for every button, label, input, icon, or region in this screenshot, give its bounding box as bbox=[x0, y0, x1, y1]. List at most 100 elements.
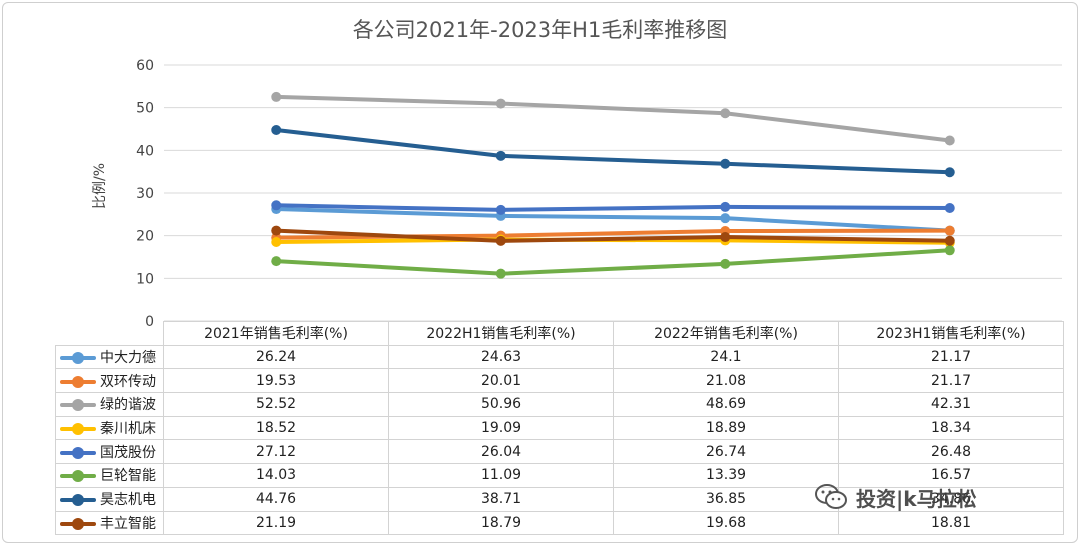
data-point bbox=[271, 236, 282, 247]
table-cell: 44.76 bbox=[163, 486, 389, 512]
category-label: 2023H1销售毛利率(%) bbox=[838, 321, 1064, 346]
table-cell: 21.17 bbox=[838, 368, 1064, 394]
series-line bbox=[274, 207, 952, 233]
legend-dot bbox=[72, 399, 84, 412]
table-cell: 21.19 bbox=[163, 510, 389, 536]
series-name: 国茂股份 bbox=[100, 444, 156, 461]
data-point bbox=[495, 150, 506, 161]
table-cell: 19.53 bbox=[163, 368, 389, 394]
y-tick-label: 50 bbox=[136, 101, 154, 117]
data-point bbox=[720, 201, 731, 212]
table-cell: 24.63 bbox=[388, 344, 614, 370]
data-point bbox=[271, 91, 282, 102]
table-row: 秦川机床 18.52 19.09 18.89 18.34 bbox=[55, 415, 1064, 441]
data-point bbox=[944, 235, 955, 246]
legend-dot bbox=[72, 423, 84, 436]
series-line bbox=[274, 128, 952, 175]
series-5 bbox=[271, 245, 955, 279]
series-4 bbox=[271, 200, 955, 215]
legend-entry: 巨轮智能 bbox=[55, 463, 164, 488]
series-name: 秦川机床 bbox=[100, 421, 156, 438]
legend-dot bbox=[72, 494, 84, 507]
table-row: 昊志机电 44.76 38.71 36.85 34.86 bbox=[55, 486, 1064, 512]
data-point bbox=[495, 268, 506, 279]
legend-marker bbox=[60, 352, 96, 365]
y-tick-label: 30 bbox=[136, 186, 154, 202]
data-point bbox=[720, 108, 731, 119]
legend-dot bbox=[72, 352, 84, 365]
table-row: 绿的谐波 52.52 50.96 48.69 42.31 bbox=[55, 392, 1064, 417]
table-cell: 50.96 bbox=[388, 392, 614, 417]
data-point bbox=[495, 98, 506, 109]
data-point bbox=[271, 225, 282, 236]
series-6 bbox=[271, 125, 955, 178]
legend-dot bbox=[72, 470, 84, 483]
data-point bbox=[944, 135, 955, 146]
series-line bbox=[274, 94, 952, 143]
series-name: 中大力德 bbox=[100, 350, 156, 367]
series-name: 巨轮智能 bbox=[100, 468, 156, 485]
table-cell: 16.57 bbox=[838, 463, 1064, 488]
category-label: 2022年销售毛利率(%) bbox=[613, 321, 839, 346]
table-corner-cell bbox=[55, 321, 164, 346]
series-line bbox=[274, 228, 952, 243]
y-axis-label: 比例/% bbox=[92, 163, 108, 209]
legend-marker bbox=[60, 470, 96, 483]
data-point bbox=[271, 200, 282, 211]
table-cell: 26.74 bbox=[613, 439, 839, 465]
series-line bbox=[274, 248, 952, 276]
table-cell: 38.71 bbox=[388, 486, 614, 512]
legend-marker bbox=[60, 517, 96, 530]
category-label: 2021年销售毛利率(%) bbox=[163, 321, 389, 346]
table-cell: 26.04 bbox=[388, 439, 614, 465]
series-name: 双环传动 bbox=[100, 373, 156, 390]
legend-marker bbox=[60, 375, 96, 388]
series-7 bbox=[271, 225, 955, 246]
y-tick-label: 60 bbox=[136, 58, 154, 74]
series-name: 昊志机电 bbox=[100, 492, 156, 509]
table-cell: 21.17 bbox=[838, 344, 1064, 370]
legend-marker bbox=[60, 423, 96, 436]
legend-marker bbox=[60, 399, 96, 412]
table-row: 巨轮智能 14.03 11.09 13.39 16.57 bbox=[55, 463, 1064, 488]
legend-dot bbox=[72, 446, 84, 459]
table-cell: 34.86 bbox=[838, 486, 1064, 512]
legend-dot bbox=[72, 375, 84, 388]
table-cell: 26.24 bbox=[163, 344, 389, 370]
data-point bbox=[720, 232, 731, 243]
table-body: 中大力德 26.24 24.63 24.1 21.17 双环传动 19.53 20.01 21.… bbox=[55, 344, 1064, 536]
table-cell: 19.09 bbox=[388, 415, 614, 441]
legend-entry: 中大力德 bbox=[55, 344, 164, 370]
table-cell: 42.31 bbox=[838, 392, 1064, 417]
data-point bbox=[495, 204, 506, 215]
wechat-icon bbox=[815, 484, 847, 509]
table-cell: 18.81 bbox=[838, 510, 1064, 536]
chart-title: 各公司2021年-2023年H1毛利率推移图 bbox=[353, 18, 728, 42]
table-cell: 48.69 bbox=[613, 392, 839, 417]
watermark-text: 投资|k马拉松 bbox=[856, 486, 977, 511]
table-header-row: 2021年销售毛利率(%) 2022H1销售毛利率(%) 2022年销售毛利率(%)… bbox=[55, 321, 1064, 346]
data-point bbox=[720, 213, 731, 224]
data-point bbox=[495, 235, 506, 246]
data-point bbox=[944, 245, 955, 256]
legend-entry: 国茂股份 bbox=[55, 439, 164, 465]
legend-entry: 绿的谐波 bbox=[55, 392, 164, 417]
table-cell: 18.52 bbox=[163, 415, 389, 441]
data-point bbox=[271, 125, 282, 136]
table-cell: 13.39 bbox=[613, 463, 839, 488]
data-table: 2021年销售毛利率(%) 2022H1销售毛利率(%) 2022年销售毛利率(%)… bbox=[55, 321, 1064, 536]
table-cell: 52.52 bbox=[163, 392, 389, 417]
legend-entry: 昊志机电 bbox=[55, 486, 164, 512]
series-name: 丰立智能 bbox=[100, 515, 156, 532]
data-point bbox=[720, 258, 731, 269]
data-point bbox=[944, 167, 955, 178]
table-row: 国茂股份 27.12 26.04 26.74 26.48 bbox=[55, 439, 1064, 465]
data-point bbox=[720, 158, 731, 169]
table-cell: 14.03 bbox=[163, 463, 389, 488]
y-tick-label: 20 bbox=[136, 229, 154, 245]
table-row: 中大力德 26.24 24.63 24.1 21.17 bbox=[55, 344, 1064, 370]
legend-entry: 丰立智能 bbox=[55, 510, 164, 536]
data-point bbox=[271, 256, 282, 267]
series-2 bbox=[271, 91, 955, 146]
